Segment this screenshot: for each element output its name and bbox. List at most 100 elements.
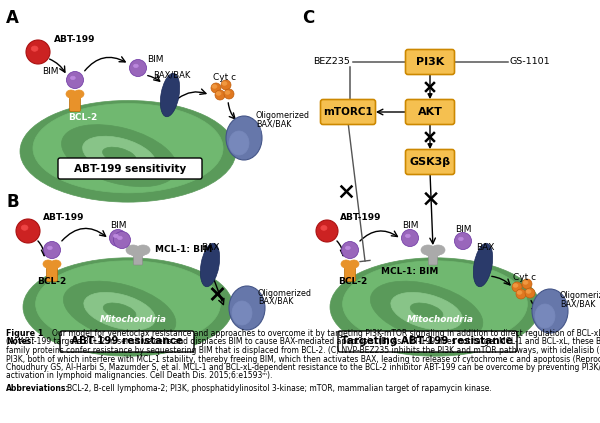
FancyBboxPatch shape [406,99,455,124]
Ellipse shape [513,284,518,287]
Text: ABT-199 sensitivity: ABT-199 sensitivity [74,164,186,173]
Text: Oligomerized: Oligomerized [560,291,600,300]
Text: C: C [302,9,314,27]
FancyBboxPatch shape [406,149,455,175]
Ellipse shape [83,136,156,175]
Text: Choudhury GS, Al-Harbi S, Mazumder S, et al. MCL-1 and BCL-xL-dependent resistan: Choudhury GS, Al-Harbi S, Mazumder S, et… [6,363,600,372]
Ellipse shape [535,304,555,328]
Text: (A) ABT-199 targets BCL-2 in sensitive cells and displaces BIM to cause BAX-medi: (A) ABT-199 targets BCL-2 in sensitive c… [6,338,600,346]
Circle shape [224,89,234,99]
Text: Notes:: Notes: [6,338,34,346]
Ellipse shape [23,258,233,356]
Ellipse shape [103,147,136,164]
FancyBboxPatch shape [58,158,202,179]
Ellipse shape [20,100,236,202]
Ellipse shape [346,246,350,250]
Ellipse shape [160,73,179,117]
Circle shape [16,219,40,243]
Text: Oligomerized: Oligomerized [256,112,310,121]
Circle shape [522,279,532,289]
Ellipse shape [35,261,220,347]
Ellipse shape [216,92,221,95]
Ellipse shape [343,261,527,347]
Text: BAX/BAK: BAX/BAK [256,120,292,129]
Text: BAX: BAX [476,244,494,253]
Text: A: A [6,9,19,27]
Text: Oligomerized: Oligomerized [258,288,312,297]
Text: mTORC1: mTORC1 [323,107,373,117]
Ellipse shape [62,125,177,187]
Ellipse shape [517,291,522,294]
Ellipse shape [113,234,118,238]
Ellipse shape [421,245,435,255]
Ellipse shape [70,76,75,80]
Text: BIM: BIM [455,225,471,233]
Ellipse shape [103,303,136,319]
Text: BIM: BIM [110,222,126,231]
FancyBboxPatch shape [428,252,437,265]
Ellipse shape [200,243,220,287]
FancyBboxPatch shape [338,331,517,352]
Ellipse shape [229,131,249,155]
Circle shape [401,230,419,247]
FancyBboxPatch shape [406,49,455,74]
Circle shape [44,242,61,258]
Text: activation in lymphoid malignancies. Cell Death Dis. 2015;6:e1593ᵐ).: activation in lymphoid malignancies. Cel… [6,371,272,381]
Circle shape [455,233,472,250]
Text: GS-1101: GS-1101 [510,58,551,66]
Text: BAX/BAK: BAX/BAK [258,297,293,305]
Ellipse shape [425,247,441,257]
Text: Our model for venetoclax resistance and approaches to overcome it by targeting P: Our model for venetoclax resistance and … [52,329,600,338]
Ellipse shape [349,260,359,268]
Ellipse shape [21,225,28,230]
Text: AKT: AKT [418,107,442,117]
Ellipse shape [126,245,140,255]
FancyBboxPatch shape [47,264,58,281]
Ellipse shape [391,292,463,330]
Text: BAX/BAK: BAX/BAK [154,71,191,80]
Circle shape [221,80,231,90]
Text: B: B [6,193,19,211]
Circle shape [26,40,50,64]
Text: ABT-199: ABT-199 [54,36,95,44]
Ellipse shape [370,281,483,341]
Ellipse shape [240,293,264,313]
Text: MCL-1: BIM: MCL-1: BIM [382,266,439,275]
Text: BEZ235: BEZ235 [313,58,350,66]
Text: PI3K: PI3K [416,57,444,67]
Text: BIM: BIM [42,68,58,77]
Circle shape [316,220,338,242]
Ellipse shape [84,292,155,330]
Ellipse shape [330,258,540,356]
FancyBboxPatch shape [70,94,80,112]
Text: Targeting ABT-199 resistance: Targeting ABT-199 resistance [341,337,513,346]
Ellipse shape [64,281,176,341]
Ellipse shape [133,64,138,68]
Text: BAX: BAX [201,244,219,253]
Text: BIM: BIM [147,55,163,63]
Ellipse shape [229,286,265,330]
Ellipse shape [543,296,567,316]
Ellipse shape [46,261,58,271]
Circle shape [215,90,225,100]
Ellipse shape [74,90,84,98]
Ellipse shape [341,260,351,268]
Ellipse shape [43,260,53,268]
Circle shape [67,71,83,88]
Ellipse shape [118,236,122,239]
Circle shape [341,242,359,258]
Circle shape [211,83,221,93]
FancyBboxPatch shape [320,99,376,124]
Text: PI3K, both of which interfere with MCL-1 stability, thereby freeing BIM, which t: PI3K, both of which interfere with MCL-1… [6,354,600,363]
Ellipse shape [130,247,146,257]
Ellipse shape [47,246,52,250]
Circle shape [110,230,127,247]
Ellipse shape [69,91,81,101]
Ellipse shape [526,290,531,293]
Circle shape [516,289,526,299]
Text: MCL-1: BIM: MCL-1: BIM [155,245,212,255]
Ellipse shape [136,245,150,255]
Circle shape [113,231,131,248]
Text: BIM: BIM [402,222,418,231]
Text: BAX/BAK: BAX/BAK [560,299,595,308]
